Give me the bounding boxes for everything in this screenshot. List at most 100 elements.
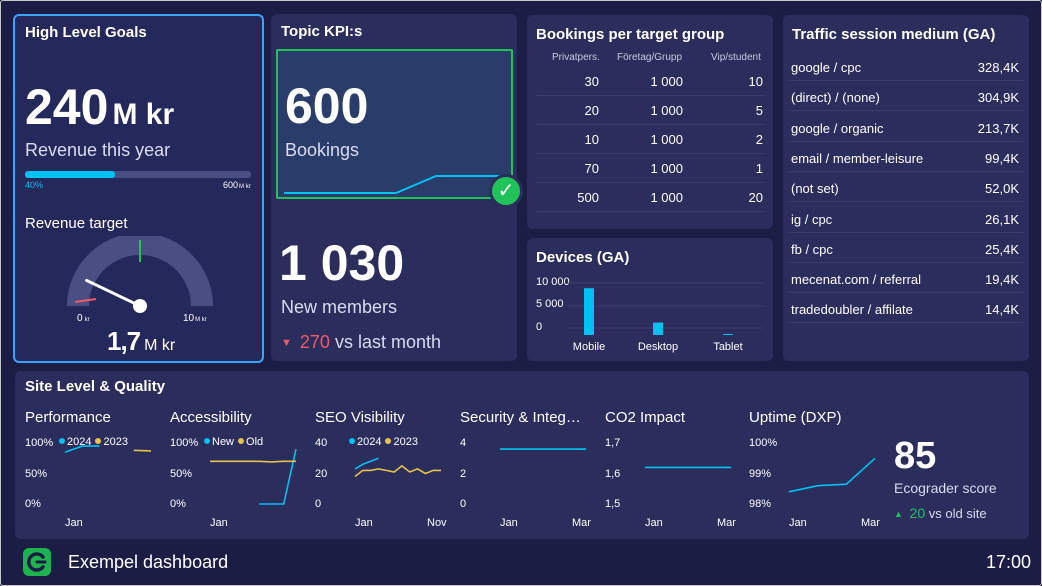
traffic-source: fb / cpc — [791, 241, 833, 257]
down-arrow-icon: ▼ — [281, 337, 292, 349]
y-tick: 0 — [315, 498, 322, 510]
y-tick: 50% — [25, 468, 48, 480]
legend-item: New — [204, 436, 234, 448]
legend-item: 2023 — [95, 436, 128, 448]
table-cell: 2 — [755, 132, 763, 147]
traffic-sessions: 14,4K — [985, 302, 1019, 318]
devices-card[interactable]: Devices (GA) 10 000 5 000 0 Mobile Deskto… — [527, 238, 773, 361]
y-tick: 40 — [315, 437, 328, 449]
table-cell: 1 000 — [650, 74, 683, 89]
mini-chart-security-integrity: Security & Integrity 4 2 0 Jan Mar — [460, 371, 595, 539]
revenue-progress-fill — [25, 171, 116, 178]
y-tick: 0 — [460, 498, 467, 510]
x-tick-label: Desktop — [638, 341, 678, 353]
traffic-sessions: 328,4K — [977, 60, 1019, 75]
revenue-value: 240 M kr — [25, 79, 175, 135]
revenue-target-label: Revenue target — [25, 215, 128, 232]
traffic-sessions: 19,4K — [985, 272, 1019, 288]
y-tick: 0 — [536, 321, 543, 333]
y-tick: 1,7 — [605, 437, 621, 449]
card-title: Devices (GA) — [536, 249, 630, 266]
traffic-card[interactable]: Traffic session medium (GA) google / cpc… — [783, 15, 1029, 361]
traffic-sessions: 213,7K — [977, 120, 1019, 136]
y-tick: 20 — [315, 468, 328, 480]
table-row: google / cpc 328,4K — [789, 51, 1023, 81]
table-cell: 1 000 — [650, 132, 683, 147]
footer-bar: Exempel dashboard 17:00 — [1, 541, 1041, 586]
line-plot — [354, 457, 441, 478]
chart-legend: 2024 2023 — [349, 436, 422, 448]
line-plot — [210, 448, 297, 505]
bar-tablet[interactable] — [723, 334, 733, 335]
y-tick: 100% — [170, 437, 199, 449]
revenue-progress-bar — [25, 171, 251, 178]
table-cell: 10 — [584, 132, 599, 147]
table-row: fb / cpc 25,4K — [789, 233, 1023, 263]
table-cell: 1 000 — [650, 103, 683, 118]
traffic-source: tradedoubler / affilate — [791, 302, 913, 318]
members-value: 1 030 — [279, 235, 405, 291]
revenue-label: Revenue this year — [25, 140, 171, 160]
table-cell: 70 — [584, 161, 599, 176]
x-tick: Mar — [717, 517, 736, 529]
table-row: (not set) 52,0K — [789, 172, 1023, 203]
bar-mobile[interactable] — [584, 288, 594, 335]
x-tick-label: Tablet — [713, 341, 742, 353]
line-plot — [645, 466, 731, 469]
table-row: 30 1 000 10 — [537, 67, 765, 96]
table-row: 20 1 000 5 — [537, 96, 765, 125]
members-label: New members — [281, 297, 398, 317]
gauge-max-label: 10M kr — [183, 313, 207, 324]
x-tick: Mar — [572, 517, 591, 529]
bar-desktop[interactable] — [653, 322, 663, 335]
legend-item: Old — [238, 436, 263, 448]
y-tick: 100% — [749, 437, 778, 449]
line-plot — [500, 448, 586, 450]
col-header: Vip/student — [711, 52, 761, 63]
check-icon: ✓ — [489, 174, 523, 208]
topic-kpis-card[interactable]: Topic KPI:s 600 Bookings ✓ 1 030 New mem… — [271, 14, 523, 361]
bookings-tile[interactable]: 600 Bookings — [276, 49, 513, 199]
x-tick: Jan — [500, 517, 518, 529]
mini-chart-accessibility: Accessibility 100% 50% 0% New Old Jan — [170, 371, 305, 539]
traffic-source: email / member-leisure — [791, 150, 924, 166]
series-2024 — [354, 457, 379, 470]
series-2023 — [133, 449, 152, 452]
legend-item: 2024 — [59, 436, 91, 448]
legend-item: 2024 — [349, 436, 381, 448]
ecograder-label: Ecograder score — [894, 480, 997, 496]
x-tick: Jan — [355, 517, 373, 529]
traffic-sessions: 25,4K — [985, 241, 1019, 257]
bookings-label: Bookings — [285, 140, 360, 160]
quality-charts: Performance 100% 50% 0% 2024 2023 Jan Accessibi… — [15, 371, 885, 539]
traffic-sessions: 26,1K — [985, 211, 1019, 227]
bookings-table-card[interactable]: Bookings per target group Privatpers. Fö… — [527, 15, 773, 229]
y-tick: 5 000 — [536, 298, 564, 310]
table-cell: 10 — [748, 74, 763, 89]
devices-bar-chart: Mobile Desktop Tablet — [567, 282, 763, 353]
y-tick: 2 — [460, 468, 467, 480]
series-new — [259, 448, 297, 505]
x-tick: Nov — [427, 517, 447, 529]
y-tick: 100% — [25, 437, 54, 449]
table-cell: 1 000 — [650, 190, 683, 205]
site-quality-card[interactable]: Site Level & Quality Performance 100% 50% 0… — [15, 371, 1029, 539]
clock: 17:00 — [986, 552, 1032, 572]
bookings-table: 30 1 000 10 20 1 000 5 10 1 000 2 70 1 000 1 500 1 00… — [537, 67, 765, 215]
y-tick: 10 000 — [536, 276, 570, 288]
line-plot — [64, 445, 152, 453]
high-level-goals-card[interactable]: High Level Goals 240 M kr Revenue this ye… — [13, 14, 264, 363]
x-tick: Jan — [645, 517, 663, 529]
gauge-min-marker — [74, 298, 97, 303]
col-header: Privatpers. — [552, 52, 600, 63]
series-uptime — [788, 457, 876, 493]
card-title: Bookings per target group — [536, 26, 725, 43]
mini-chart-seo-visibility: SEO Visibility 40 20 0 2024 2023 Jan Nov — [315, 371, 450, 539]
col-header: Företag/Grupp — [617, 52, 683, 63]
series-old — [210, 460, 296, 463]
up-arrow-icon: ▲ — [894, 509, 903, 519]
x-tick: Jan — [65, 517, 83, 529]
ecograder-score: 85 — [894, 435, 937, 477]
card-title: Topic KPI:s — [281, 23, 363, 40]
